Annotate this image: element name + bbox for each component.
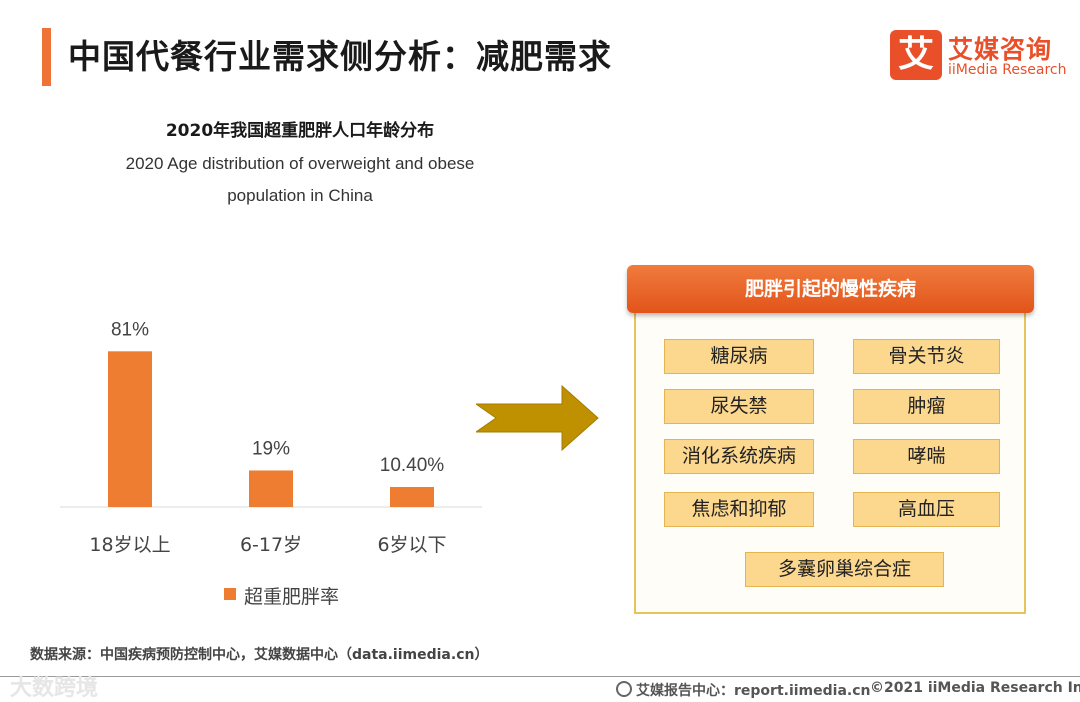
x-tick-label-2: 6岁以下 [377,534,446,556]
disease-item-digestive: 消化系统疾病 [664,439,814,474]
disease-item-diabetes: 糖尿病 [664,339,814,374]
data-label-0: 81% [111,319,149,340]
legend-label: 超重肥胖率 [244,586,340,608]
disease-item-osteoarthritis: 骨关节炎 [853,339,1000,374]
disease-item-asthma: 哮喘 [853,439,1000,474]
globe-icon [616,681,632,697]
disease-item-tumor: 肿瘤 [853,389,1000,424]
footer-report-text: 艾媒报告中心：report.iimedia.cn [636,683,871,699]
data-label-1: 19% [252,438,290,459]
page-title: 中国代餐行业需求侧分析：减肥需求 [68,37,612,76]
footer-divider [0,676,1080,677]
logo-chinese-name: 艾媒咨询 [948,35,1053,64]
logo-mark-icon: 艾 [890,30,942,80]
age-distribution-bar-chart: 81% 18岁以上 19% 6-17岁 10.40% 6岁以下 [60,319,482,556]
bar-0 [108,351,152,507]
chart-subtitle-line2: population in China [227,186,373,205]
chart-subtitle: 2020 Age distribution of overweight and … [80,148,520,212]
bar-1 [249,470,293,507]
chronic-disease-panel-title: 肥胖引起的慢性疾病 [627,265,1034,313]
x-tick-label-1: 6-17岁 [240,534,302,556]
legend-swatch [224,588,236,600]
watermark: 大数跨境 [10,676,99,701]
logo-english-name: iiMedia Research [948,62,1067,78]
bar-2 [390,487,434,507]
disease-item-hypertension: 高血压 [853,492,1000,527]
data-source-note: 数据来源：中国疾病预防控制中心，艾媒数据中心（data.iimedia.cn） [30,647,489,663]
chart-subtitle-line1: 2020 Age distribution of overweight and … [125,154,475,173]
disease-item-pcos: 多囊卵巢综合症 [745,552,944,587]
chart-title: 2020年我国超重肥胖人口年龄分布 [165,121,435,141]
data-label-2: 10.40% [380,455,445,476]
title-accent-bar [42,28,51,86]
disease-item-incontinence: 尿失禁 [664,389,814,424]
x-tick-label-0: 18岁以上 [89,534,170,556]
iimedia-logo: 艾 艾媒咨询 iiMedia Research [890,30,1067,82]
footer-report-center: 艾媒报告中心：report.iimedia.cn [616,680,871,700]
disease-item-anxiety-depression: 焦虑和抑郁 [664,492,814,527]
footer-copyright: ©2021 iiMedia Research Inc [870,680,1080,696]
right-arrow-icon [476,384,599,452]
